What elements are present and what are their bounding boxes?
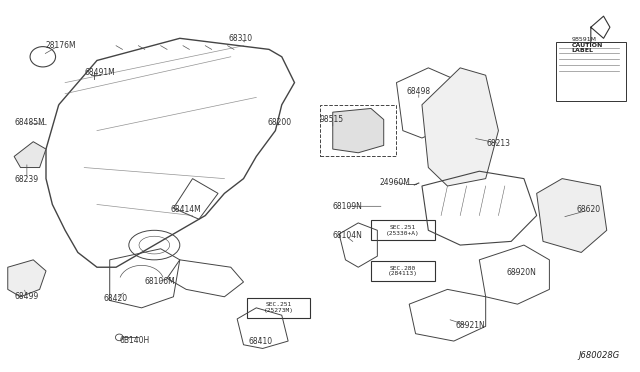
Text: CAUTION: CAUTION	[572, 43, 603, 48]
Text: 68109N: 68109N	[332, 202, 362, 211]
PathPatch shape	[422, 68, 499, 186]
Text: J680028G: J680028G	[579, 350, 620, 359]
PathPatch shape	[14, 142, 46, 167]
Text: 68239: 68239	[14, 175, 38, 184]
Text: 28176M: 28176M	[46, 41, 77, 50]
Text: 68485M: 68485M	[14, 118, 45, 127]
FancyBboxPatch shape	[556, 42, 626, 101]
Text: 98515: 98515	[320, 115, 344, 124]
PathPatch shape	[537, 179, 607, 253]
Text: 68104N: 68104N	[333, 231, 363, 240]
Text: SEC.251
(25330+A): SEC.251 (25330+A)	[386, 225, 420, 236]
Text: 68420: 68420	[103, 294, 127, 303]
Text: 68200: 68200	[268, 118, 291, 127]
FancyBboxPatch shape	[371, 220, 435, 240]
Text: 6B140H: 6B140H	[119, 336, 150, 345]
Text: 98591M: 98591M	[572, 37, 596, 42]
PathPatch shape	[333, 109, 384, 153]
Text: 68414M: 68414M	[170, 205, 201, 215]
FancyBboxPatch shape	[371, 261, 435, 281]
Text: SEC.280
(284113): SEC.280 (284113)	[388, 266, 418, 276]
Text: LABEL: LABEL	[572, 48, 594, 53]
Text: 24960M: 24960M	[380, 178, 411, 187]
Text: 68213: 68213	[487, 139, 511, 148]
Text: SEC.251
(25273M): SEC.251 (25273M)	[264, 302, 294, 313]
Text: 68410: 68410	[248, 337, 273, 346]
Text: 68499: 68499	[14, 292, 38, 301]
PathPatch shape	[8, 260, 46, 297]
Text: 68491M: 68491M	[84, 68, 115, 77]
Text: 68921N: 68921N	[455, 321, 485, 330]
Text: 68620: 68620	[576, 205, 600, 215]
Text: 68920N: 68920N	[507, 268, 536, 277]
Text: 68106M: 68106M	[145, 278, 175, 286]
Text: 68498: 68498	[406, 87, 430, 96]
FancyBboxPatch shape	[246, 298, 310, 318]
Text: 68310: 68310	[229, 34, 253, 43]
